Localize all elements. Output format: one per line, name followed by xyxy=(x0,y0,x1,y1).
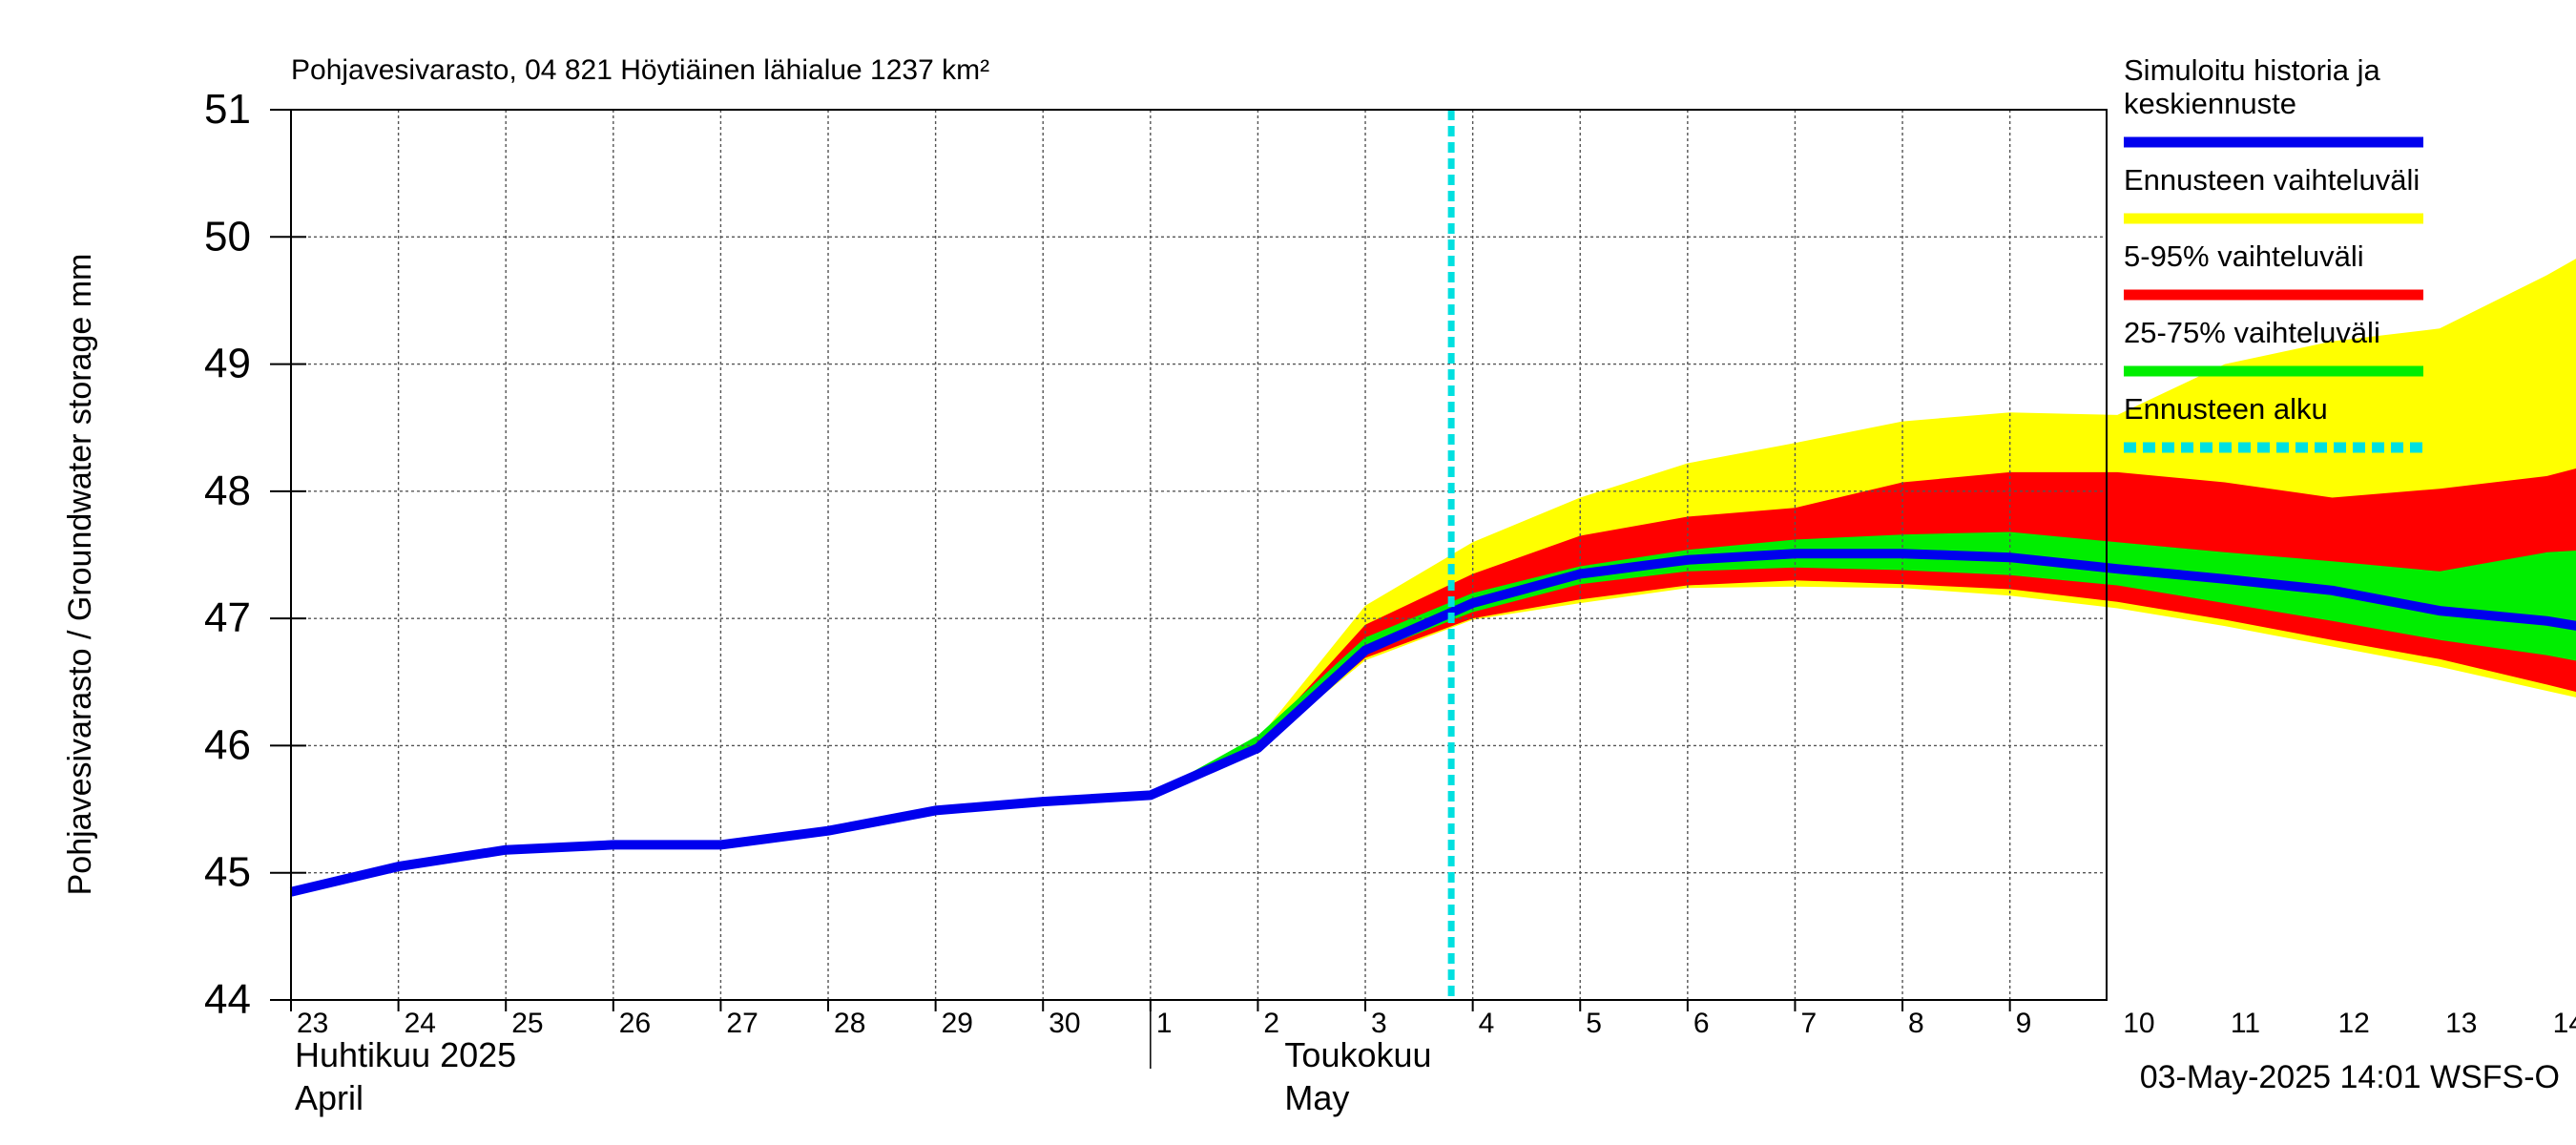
xtick-label-16: 9 xyxy=(2016,1008,2032,1039)
legend-label-2: 5-95% vaihteluväli xyxy=(2124,239,2364,273)
series-lines xyxy=(289,110,2576,1000)
legend-label-3: 25-75% vaihteluväli xyxy=(2124,316,2380,349)
xtick-label-9: 2 xyxy=(1263,1008,1279,1039)
xtick-label-5: 28 xyxy=(834,1008,865,1039)
xtick-label-18: 11 xyxy=(2231,1008,2260,1039)
ytick-label-5: 49 xyxy=(204,341,251,387)
ytick-label-3: 47 xyxy=(204,594,251,641)
y-axis-label: Pohjavesivarasto / Groundwater storage m… xyxy=(62,254,98,896)
legend-label-0: Simuloitu historia ja xyxy=(2124,53,2381,87)
xtick-label-20: 13 xyxy=(2445,1008,2477,1039)
xtick-label-2: 25 xyxy=(511,1008,543,1039)
xtick-label-14: 7 xyxy=(1800,1008,1817,1039)
xtick-label-11: 4 xyxy=(1479,1008,1495,1039)
timestamp: 03-May-2025 14:01 WSFS-O xyxy=(2140,1059,2560,1095)
median-line xyxy=(289,549,2576,897)
xtick-label-3: 26 xyxy=(619,1008,651,1039)
ytick-label-4: 48 xyxy=(204,468,251,514)
xtick-label-4: 27 xyxy=(726,1008,758,1039)
month-label-fi-1: Toukokuu xyxy=(1284,1035,1431,1074)
xtick-label-10: 3 xyxy=(1371,1008,1387,1039)
ytick-label-6: 50 xyxy=(204,213,251,260)
xtick-label-17: 10 xyxy=(2123,1008,2154,1039)
chart-title: Pohjavesivarasto, 04 821 Höytiäinen lähi… xyxy=(291,54,989,86)
ytick-label-2: 46 xyxy=(204,721,251,768)
month-label-fi-0: Huhtikuu 2025 xyxy=(295,1035,516,1074)
xtick-label-15: 8 xyxy=(1908,1008,1924,1039)
xtick-label-1: 24 xyxy=(405,1008,436,1039)
band-2 xyxy=(1150,468,2576,796)
month-label-en-0: April xyxy=(295,1078,364,1117)
ytick-label-1: 45 xyxy=(204,849,251,896)
month-label-en-1: May xyxy=(1284,1078,1349,1117)
xtick-label-19: 12 xyxy=(2337,1008,2369,1039)
xtick-label-0: 23 xyxy=(297,1008,328,1039)
ytick-label-0: 44 xyxy=(204,976,251,1023)
xtick-label-8: 1 xyxy=(1156,1008,1173,1039)
xtick-label-21: 14 xyxy=(2553,1008,2576,1039)
legend-label-1: Ennusteen vaihteluväli xyxy=(2124,163,2420,197)
xtick-label-6: 29 xyxy=(942,1008,973,1039)
ytick-label-7: 51 xyxy=(204,86,251,133)
legend-label-4: Ennusteen alku xyxy=(2124,392,2328,426)
xtick-label-7: 30 xyxy=(1049,1008,1080,1039)
plot-frame xyxy=(290,109,2108,1001)
xtick-label-13: 6 xyxy=(1693,1008,1710,1039)
xtick-label-12: 5 xyxy=(1586,1008,1602,1039)
legend-label-0: keskiennuste xyxy=(2124,87,2296,120)
